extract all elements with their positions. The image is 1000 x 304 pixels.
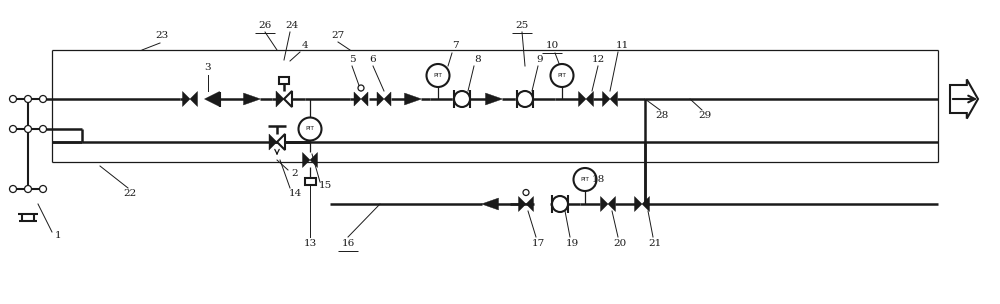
Polygon shape [600, 196, 608, 212]
Text: 27: 27 [331, 32, 345, 40]
Polygon shape [190, 92, 198, 106]
Polygon shape [610, 92, 618, 106]
Polygon shape [486, 93, 503, 105]
Circle shape [40, 95, 47, 102]
Polygon shape [276, 91, 284, 107]
Circle shape [10, 185, 17, 192]
Circle shape [25, 185, 32, 192]
Text: 28: 28 [655, 112, 669, 120]
Circle shape [426, 64, 450, 87]
Polygon shape [384, 92, 391, 106]
Polygon shape [277, 134, 285, 150]
Text: 13: 13 [303, 240, 317, 248]
Text: 16: 16 [341, 240, 355, 248]
Polygon shape [377, 92, 384, 106]
Polygon shape [642, 196, 650, 212]
Text: PIT: PIT [581, 177, 589, 182]
Text: 9: 9 [537, 56, 543, 64]
Polygon shape [518, 196, 526, 212]
Text: 18: 18 [591, 174, 605, 184]
Text: 20: 20 [613, 240, 627, 248]
Text: 15: 15 [318, 181, 332, 191]
Text: 14: 14 [288, 189, 302, 199]
Text: 21: 21 [648, 240, 662, 248]
Circle shape [517, 91, 533, 107]
Circle shape [298, 118, 322, 140]
Text: 25: 25 [515, 22, 529, 30]
Circle shape [523, 189, 529, 195]
Polygon shape [269, 134, 277, 150]
Text: 10: 10 [545, 42, 559, 50]
Text: 3: 3 [205, 64, 211, 72]
Text: PIT: PIT [558, 73, 566, 78]
Text: 17: 17 [531, 240, 545, 248]
Polygon shape [602, 92, 610, 106]
Polygon shape [284, 91, 292, 107]
Circle shape [358, 85, 364, 91]
Polygon shape [310, 153, 318, 168]
Circle shape [10, 95, 17, 102]
Text: 5: 5 [349, 56, 355, 64]
Text: 19: 19 [565, 240, 579, 248]
Circle shape [550, 64, 574, 87]
Text: PIT: PIT [306, 126, 314, 132]
Polygon shape [635, 196, 642, 212]
Circle shape [25, 95, 32, 102]
Text: 24: 24 [285, 22, 299, 30]
Polygon shape [608, 196, 616, 212]
Text: 4: 4 [302, 42, 308, 50]
Polygon shape [354, 92, 361, 106]
Circle shape [574, 168, 596, 191]
Circle shape [10, 126, 17, 133]
Bar [304, 178, 316, 185]
Text: 22: 22 [123, 189, 137, 199]
Polygon shape [578, 92, 586, 106]
Circle shape [552, 196, 568, 212]
Text: 23: 23 [155, 32, 169, 40]
Polygon shape [482, 198, 499, 210]
Circle shape [454, 91, 470, 107]
Text: PIT: PIT [434, 73, 442, 78]
Polygon shape [404, 93, 422, 105]
Circle shape [25, 126, 32, 133]
Polygon shape [302, 153, 310, 168]
Text: 29: 29 [698, 112, 712, 120]
Bar [279, 77, 289, 84]
Text: 11: 11 [615, 42, 629, 50]
Text: 8: 8 [475, 56, 481, 64]
Text: 7: 7 [452, 42, 458, 50]
Polygon shape [586, 92, 594, 106]
Polygon shape [244, 93, 260, 105]
Text: 6: 6 [370, 56, 376, 64]
Circle shape [40, 126, 47, 133]
Polygon shape [526, 196, 534, 212]
Polygon shape [182, 92, 190, 106]
Text: 26: 26 [258, 22, 272, 30]
Text: 1: 1 [55, 232, 61, 240]
Text: 2: 2 [292, 170, 298, 178]
Text: 12: 12 [591, 56, 605, 64]
Polygon shape [205, 92, 220, 106]
Polygon shape [950, 79, 978, 119]
Circle shape [40, 185, 47, 192]
Polygon shape [361, 92, 368, 106]
